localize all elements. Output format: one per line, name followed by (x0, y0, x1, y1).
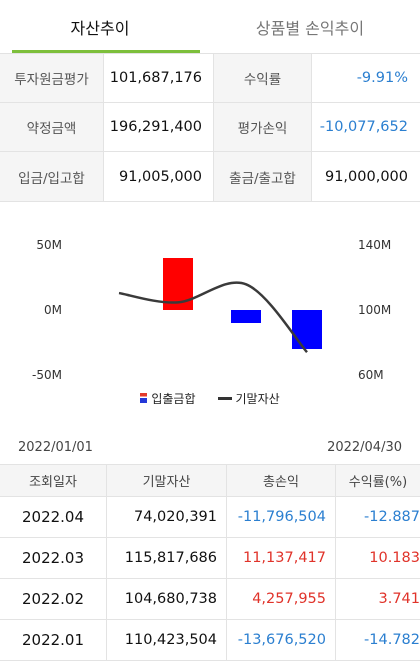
cell-asset: 115,817,686 (107, 538, 227, 578)
cell-pl: 4,257,955 (227, 579, 336, 619)
tab-asset-trend[interactable]: 자산추이 (0, 0, 200, 54)
right-axis-tick: 60M (358, 368, 384, 382)
summary-row: 투자원금평가 101,687,176 수익률 -9.91% (0, 54, 420, 103)
chart-line-end-asset (118, 281, 308, 354)
chart-legend: 입출금합 기말자산 (0, 388, 420, 408)
tab-bar: 자산추이 상품별 손익추이 (0, 0, 420, 54)
asset-trend-chart: 50M 0M -50M 140M 100M 60M (0, 210, 420, 410)
summary-value: 101,687,176 (104, 54, 214, 102)
cell-date: 2022.03 (0, 538, 107, 578)
summary-label: 투자원금평가 (0, 54, 104, 102)
cell-asset: 110,423,504 (107, 620, 227, 660)
tab-divider (0, 53, 420, 54)
cell-date: 2022.01 (0, 620, 107, 660)
table-row[interactable]: 2022.04 74,020,391 -11,796,504 -12.887 (0, 497, 420, 538)
period-start: 2022/01/01 (18, 440, 93, 455)
cell-rate: 3.741 (378, 591, 420, 607)
summary-value: 91,005,000 (104, 152, 214, 201)
cell-pl: -11,796,504 (227, 497, 336, 537)
left-axis-tick: -50M (32, 368, 62, 382)
period-range: 2022/01/01 2022/04/30 (0, 440, 420, 460)
legend-item-deposit[interactable]: 입출금합 (140, 388, 196, 408)
summary-value: 196,291,400 (104, 103, 214, 151)
cell-date: 2022.02 (0, 579, 107, 619)
col-header-rate[interactable]: 수익률(%) (348, 475, 408, 490)
cell-date: 2022.04 (0, 497, 107, 537)
col-header-asset[interactable]: 기말자산 (107, 465, 227, 496)
summary-label: 평가손익 (214, 103, 312, 151)
summary-label: 출금/출고합 (214, 152, 312, 201)
table-row[interactable]: 2022.03 115,817,686 11,137,417 10.183 (0, 538, 420, 579)
active-tab-indicator (12, 50, 200, 54)
table-header: 조회일자 기말자산 총손익 수익률(%) (0, 464, 420, 497)
left-axis-tick: 50M (36, 238, 62, 252)
summary-label: 약정금액 (0, 103, 104, 151)
col-header-pl[interactable]: 총손익 (227, 465, 336, 496)
summary-label: 입금/입고합 (0, 152, 104, 201)
cell-pl: -13,676,520 (227, 620, 336, 660)
tab-product-pl-trend-label: 상품별 손익추이 (255, 19, 365, 38)
summary-value: -10,077,652 (319, 119, 408, 135)
summary-row: 약정금액 196,291,400 평가손익 -10,077,652 (0, 103, 420, 152)
cell-rate: 10.183 (369, 550, 420, 566)
left-axis-tick: 0M (44, 303, 62, 317)
col-header-date[interactable]: 조회일자 (0, 465, 107, 496)
cell-pl: 11,137,417 (227, 538, 336, 578)
cell-rate: -12.887 (364, 509, 420, 525)
cell-asset: 74,020,391 (107, 497, 227, 537)
right-axis-tick: 140M (358, 238, 391, 252)
summary-value: -9.91% (356, 70, 408, 86)
legend-item-end-asset[interactable]: 기말자산 (217, 388, 280, 408)
bar-swatch-icon (140, 393, 148, 403)
summary-table: 투자원금평가 101,687,176 수익률 -9.91% 약정금액 196,2… (0, 54, 420, 202)
right-axis-tick: 100M (358, 303, 391, 317)
summary-row: 입금/입고합 91,005,000 출금/출고합 91,000,000 (0, 152, 420, 202)
summary-label: 수익률 (214, 54, 312, 102)
tab-product-pl-trend[interactable]: 상품별 손익추이 (200, 0, 420, 54)
chart-bar (231, 310, 261, 323)
history-table: 조회일자 기말자산 총손익 수익률(%) 2022.04 74,020,391 … (0, 464, 420, 661)
chart-svg: 50M 0M -50M 140M 100M 60M (32, 238, 391, 382)
chart-bar (292, 310, 322, 349)
table-row[interactable]: 2022.01 110,423,504 -13,676,520 -14.782 (0, 620, 420, 661)
table-row[interactable]: 2022.02 104,680,738 4,257,955 3.741 (0, 579, 420, 620)
line-swatch-icon (217, 396, 232, 400)
legend-label: 기말자산 (235, 391, 280, 406)
cell-rate: -14.782 (364, 632, 420, 648)
summary-value: 91,000,000 (324, 168, 408, 185)
tab-asset-trend-label: 자산추이 (70, 19, 130, 38)
legend-label: 입출금합 (151, 391, 196, 406)
period-end: 2022/04/30 (327, 440, 402, 455)
cell-asset: 104,680,738 (107, 579, 227, 619)
